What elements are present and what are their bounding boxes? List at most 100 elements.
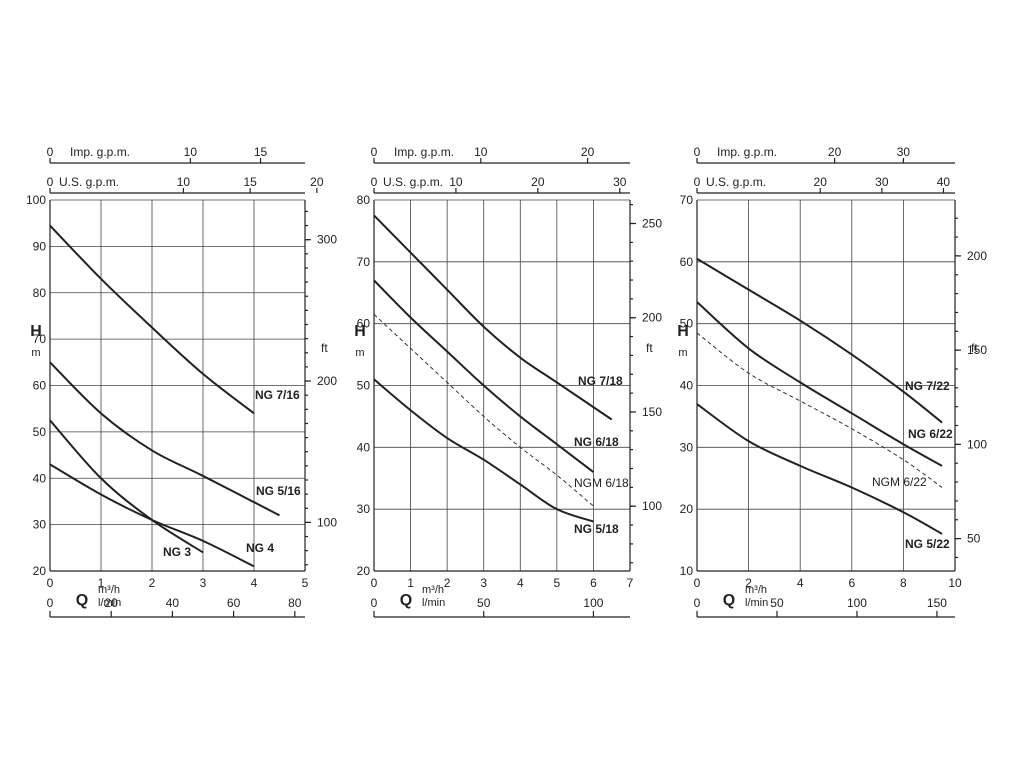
usgpm-tick-label: 0 xyxy=(694,175,701,189)
lmin-tick-label: 50 xyxy=(770,596,784,610)
lmin-tick-label: 50 xyxy=(477,596,491,610)
lmin-tick-label: 150 xyxy=(927,596,947,610)
x-axis-unit: m³/h xyxy=(745,584,767,596)
series-label-ngm-6-22: NGM 6/22 xyxy=(872,475,927,489)
y-tick-label: 10 xyxy=(680,564,694,578)
usgpm-tick-label: 20 xyxy=(531,175,545,189)
lmin-tick-label: 60 xyxy=(227,596,241,610)
ft-axis-unit: ft xyxy=(646,341,653,355)
usgpm-label: U.S. g.p.m. xyxy=(383,175,443,189)
ft-tick-label: 100 xyxy=(317,515,337,529)
x-tick-label: 0 xyxy=(47,576,54,590)
x-tick-label: 6 xyxy=(848,576,855,590)
y-tick-label: 60 xyxy=(33,379,47,393)
series-line-ng-4 xyxy=(49,463,255,568)
impgpm-tick-label: 0 xyxy=(371,145,378,159)
usgpm-tick-label: 20 xyxy=(814,175,828,189)
y-tick-label: 50 xyxy=(33,425,47,439)
x-axis-unit2: l/min xyxy=(98,597,121,609)
usgpm-label: U.S. g.p.m. xyxy=(706,175,766,189)
impgpm-tick-label: 0 xyxy=(47,145,54,159)
series-label-ng-5-22: NG 5/22 xyxy=(905,537,950,551)
lmin-tick-label: 40 xyxy=(166,596,180,610)
y-tick-label: 70 xyxy=(33,332,47,346)
ft-tick-label: 100 xyxy=(642,499,662,513)
y-axis-title: H xyxy=(354,323,366,340)
series-line-ng-7-22 xyxy=(696,257,943,424)
lmin-tick-label: 0 xyxy=(47,596,54,610)
y-tick-label: 60 xyxy=(357,317,371,331)
series-line-ng-7-18 xyxy=(373,214,613,421)
series-line-ngm-6-18 xyxy=(373,314,594,507)
lmin-tick-label: 100 xyxy=(847,596,867,610)
y-tick-label: 70 xyxy=(680,193,694,207)
ft-tick-label: 300 xyxy=(317,233,337,247)
ft-tick-label: 50 xyxy=(967,532,981,546)
y-tick-label: 20 xyxy=(33,564,47,578)
y-tick-label: 30 xyxy=(680,440,694,454)
lmin-tick-label: 80 xyxy=(288,596,302,610)
usgpm-tick-label: 20 xyxy=(310,175,324,189)
x-tick-label: 4 xyxy=(517,576,524,590)
y-tick-label: 70 xyxy=(357,255,371,269)
y-tick-label: 80 xyxy=(33,286,47,300)
impgpm-label: Imp. g.p.m. xyxy=(70,145,130,159)
y-tick-label: 20 xyxy=(357,564,371,578)
x-tick-label: 2 xyxy=(745,576,752,590)
series-line-ng-5-22 xyxy=(696,403,943,535)
usgpm-tick-label: 30 xyxy=(613,175,627,189)
y-axis-unit: m xyxy=(31,347,40,359)
x-tick-label: 1 xyxy=(407,576,414,590)
x-axis-unit: m³/h xyxy=(422,584,444,596)
y-axis-title: H xyxy=(30,323,42,340)
x-tick-label: 5 xyxy=(554,576,561,590)
impgpm-tick-label: 10 xyxy=(474,145,488,159)
y-axis-unit: m xyxy=(355,347,364,359)
y-tick-label: 30 xyxy=(33,518,47,532)
usgpm-tick-label: 0 xyxy=(371,175,378,189)
usgpm-tick-label: 10 xyxy=(177,175,191,189)
y-tick-label: 100 xyxy=(26,193,46,207)
ft-tick-label: 200 xyxy=(967,249,987,263)
x-axis-title: Q xyxy=(400,592,412,609)
y-tick-label: 80 xyxy=(357,193,371,207)
series-line-ng-5-18 xyxy=(373,378,594,523)
lmin-tick-label: 20 xyxy=(105,596,119,610)
impgpm-label: Imp. g.p.m. xyxy=(717,145,777,159)
series-label-ng-7-22: NG 7/22 xyxy=(905,379,950,393)
ft-tick-label: 200 xyxy=(642,311,662,325)
x-tick-label: 10 xyxy=(948,576,962,590)
series-label-ng-5-18: NG 5/18 xyxy=(574,522,619,536)
y-tick-label: 20 xyxy=(680,502,694,516)
x-tick-label: 2 xyxy=(149,576,156,590)
ft-tick-label: 150 xyxy=(967,343,987,357)
series-line-ng-7-16 xyxy=(49,224,255,415)
impgpm-tick-label: 15 xyxy=(254,145,268,159)
impgpm-tick-label: 0 xyxy=(694,145,701,159)
y-tick-label: 40 xyxy=(680,379,694,393)
x-tick-label: 4 xyxy=(251,576,258,590)
y-tick-label: 40 xyxy=(357,440,371,454)
series-line-ng-5-16 xyxy=(49,361,280,517)
impgpm-tick-label: 20 xyxy=(828,145,842,159)
usgpm-tick-label: 40 xyxy=(937,175,951,189)
impgpm-label: Imp. g.p.m. xyxy=(394,145,454,159)
series-label-ng-7-16: NG 7/16 xyxy=(255,388,300,402)
series-line-ngm-6-22 xyxy=(696,332,943,488)
usgpm-tick-label: 30 xyxy=(875,175,889,189)
y-tick-label: 30 xyxy=(357,502,371,516)
series-label-ngm-6-18: NGM 6/18 xyxy=(574,476,629,490)
y-axis-unit: m xyxy=(678,347,687,359)
series-label-ng-3: NG 3 xyxy=(163,545,191,559)
x-tick-label: 6 xyxy=(590,576,597,590)
series-line-ng-3 xyxy=(49,419,204,554)
ft-tick-label: 150 xyxy=(642,405,662,419)
x-axis-unit2: l/min xyxy=(745,597,768,609)
x-tick-label: 5 xyxy=(302,576,309,590)
series-line-ng-6-22 xyxy=(696,301,943,467)
y-axis-title: H xyxy=(677,323,689,340)
x-axis-unit: m³/h xyxy=(98,584,120,596)
